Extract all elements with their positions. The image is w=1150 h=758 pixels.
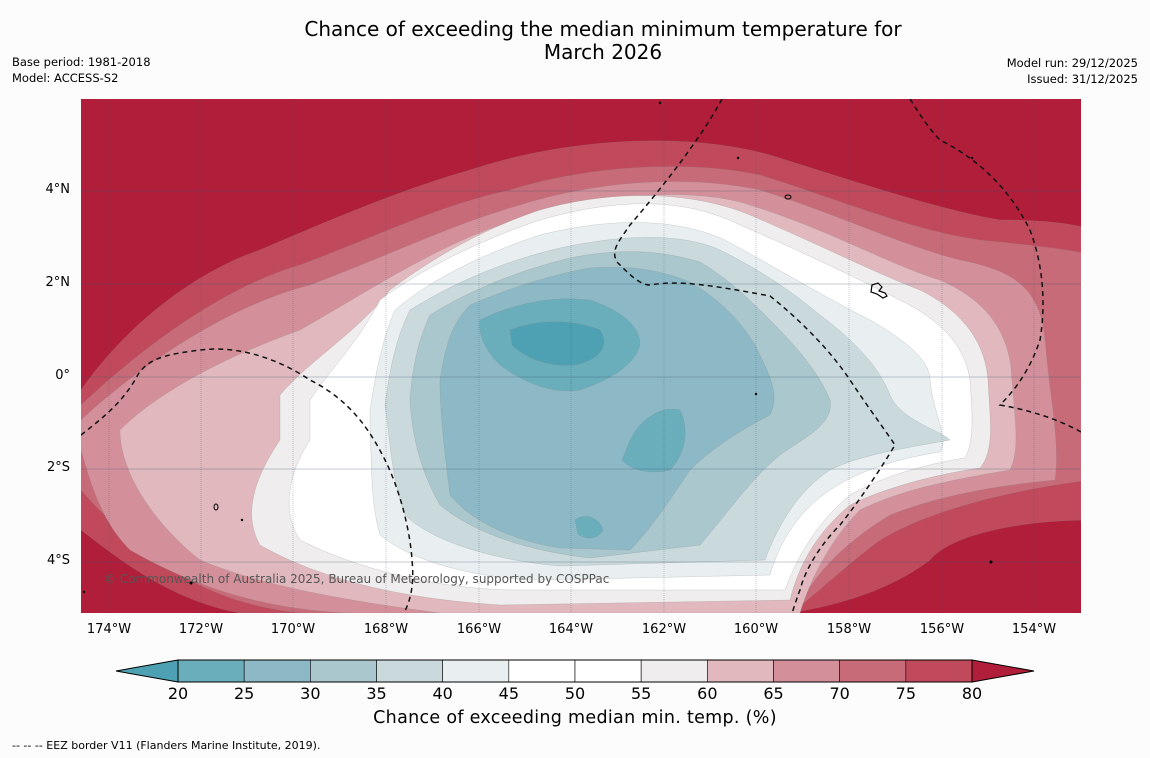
colorbar-cell <box>905 659 973 683</box>
colorbar <box>115 659 1035 683</box>
island-outline <box>870 282 888 299</box>
island-dot <box>189 581 193 585</box>
run-info: Model run: 29/12/2025 Issued: 31/12/2025 <box>1007 55 1138 87</box>
latitude-label: 2°N <box>45 275 71 290</box>
colorbar-tick: 45 <box>498 684 519 703</box>
colorbar-cell <box>839 659 907 683</box>
eez-legend: -- -- -- EEZ border V11 (Flanders Marine… <box>12 739 321 752</box>
colorbar-cell <box>508 659 576 683</box>
longitude-label: 164°W <box>548 622 594 637</box>
colorbar-extend-high <box>971 659 1035 683</box>
colorbar-cell <box>310 659 377 683</box>
colorbar-frame <box>177 659 973 683</box>
island-dot <box>82 590 86 594</box>
title-line-2: March 2026 <box>543 40 663 64</box>
colorbar-tick: 35 <box>366 684 387 703</box>
longitude-label: 168°W <box>363 622 409 637</box>
eez-border-line <box>909 99 1081 433</box>
copyright-notice: © Commonwealth of Australia 2025, Bureau… <box>104 572 610 586</box>
longitude-label: 170°W <box>270 622 316 637</box>
latitude-label: 0° <box>55 368 70 383</box>
eez-border-line <box>613 99 896 613</box>
latitude-label: 2°S <box>46 460 70 475</box>
eez-borders <box>81 99 1081 613</box>
colorbar-tick: 20 <box>167 684 189 703</box>
colorbar-cell <box>773 659 840 683</box>
colorbar-tick: 55 <box>630 684 652 703</box>
longitude-label: 158°W <box>826 622 872 637</box>
longitude-label: 166°W <box>456 622 502 637</box>
island-dot <box>754 392 758 396</box>
colorbar-cell <box>442 659 510 683</box>
issued-date: Issued: 31/12/2025 <box>1027 72 1138 86</box>
colorbar-cell <box>177 659 245 683</box>
longitude-label: 174°W <box>86 622 132 637</box>
model-name: Model: ACCESS-S2 <box>12 71 119 85</box>
colorbar-tick: 75 <box>895 684 916 703</box>
island-dot <box>240 518 244 522</box>
colorbar-tick: 30 <box>300 684 321 703</box>
band-below-20 <box>509 321 605 366</box>
longitude-label: 154°W <box>1011 622 1057 637</box>
colorbar-cell <box>376 659 443 683</box>
colorbar-cell <box>574 659 642 683</box>
island-dot <box>658 101 662 105</box>
title-line-1: Chance of exceeding the median minimum t… <box>304 17 902 41</box>
base-period: Base period: 1981-2018 <box>12 55 151 69</box>
colorbar-extend-low <box>115 659 179 683</box>
probability-field <box>81 99 1081 613</box>
colorbar-cell <box>640 659 708 683</box>
map-title: Chance of exceeding the median minimum t… <box>0 18 1150 64</box>
colorbar-label: Chance of exceeding median min. temp. (%… <box>373 708 777 728</box>
latitude-label: 4°N <box>45 182 71 197</box>
longitude-label: 162°W <box>641 622 687 637</box>
longitude-label: 172°W <box>178 622 224 637</box>
colorbar-tick: 80 <box>961 684 983 703</box>
colorbar-tick: 65 <box>763 684 784 703</box>
island-dot <box>970 156 974 160</box>
eez-border-line <box>81 348 414 613</box>
map-gridlines <box>81 99 1081 613</box>
island-dot <box>736 156 740 160</box>
island-outline <box>784 194 792 200</box>
longitude-label: 156°W <box>919 622 965 637</box>
colorbar-tick: 40 <box>432 684 453 703</box>
colorbar-cell <box>707 659 774 683</box>
longitude-label: 160°W <box>733 622 779 637</box>
colorbar-tick: 50 <box>564 684 586 703</box>
model-info: Base period: 1981-2018 Model: ACCESS-S2 <box>12 54 151 86</box>
island-outline <box>213 503 219 511</box>
colorbar-tick: 60 <box>697 684 718 703</box>
colorbar-cell <box>243 659 311 683</box>
band-20-25 <box>479 298 686 539</box>
colorbar-tick: 25 <box>233 684 255 703</box>
latitude-label: 4°S <box>46 553 70 568</box>
island-dot <box>989 560 993 564</box>
model-run: Model run: 29/12/2025 <box>1006 56 1138 70</box>
islands <box>82 101 993 594</box>
colorbar-cells <box>177 659 973 683</box>
colorbar-tick: 70 <box>829 684 850 703</box>
